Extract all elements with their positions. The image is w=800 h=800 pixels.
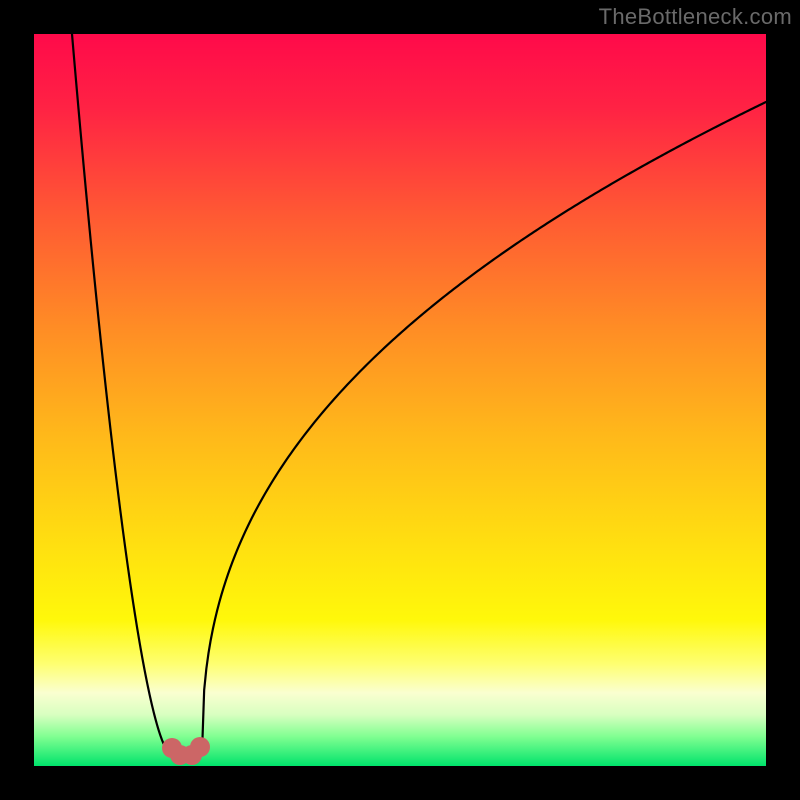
bottleneck-chart	[0, 0, 800, 800]
plot-background	[34, 34, 766, 766]
chart-container: TheBottleneck.com	[0, 0, 800, 800]
valley-marker	[190, 737, 210, 757]
watermark-text: TheBottleneck.com	[599, 4, 792, 30]
